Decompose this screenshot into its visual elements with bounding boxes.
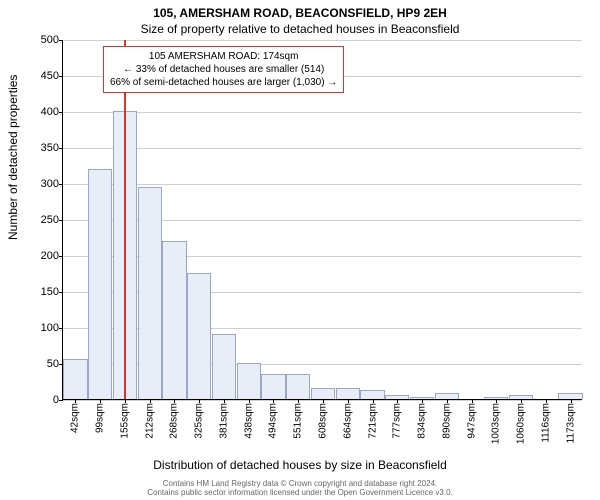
ytick-label: 250 [41, 214, 59, 226]
ytick-mark [59, 112, 63, 113]
ytick-label: 0 [53, 394, 59, 406]
bar [212, 334, 236, 399]
ytick-mark [59, 400, 63, 401]
bar [88, 169, 112, 399]
xtick-label: 664sqm [342, 403, 353, 439]
bar [138, 187, 162, 399]
ytick-label: 200 [41, 250, 59, 262]
bar [187, 273, 211, 399]
ytick-label: 100 [41, 322, 59, 334]
ytick-label: 50 [47, 358, 59, 370]
xtick-label: 1003sqm [491, 403, 502, 444]
ytick-label: 450 [41, 70, 59, 82]
bar [63, 359, 87, 399]
bar [286, 374, 310, 399]
ytick-mark [59, 328, 63, 329]
ytick-label: 400 [41, 106, 59, 118]
bar [311, 388, 335, 399]
bar [261, 374, 285, 399]
gridline [63, 184, 582, 185]
annotation-box: 105 AMERSHAM ROAD: 174sqm ← 33% of detac… [103, 46, 344, 93]
chart-container: 105, AMERSHAM ROAD, BEACONSFIELD, HP9 2E… [0, 0, 600, 500]
xtick-label: 834sqm [417, 403, 428, 439]
xtick-label: 438sqm [243, 403, 254, 439]
ytick-label: 150 [41, 286, 59, 298]
xtick-label: 551sqm [293, 403, 304, 439]
bar [237, 363, 261, 399]
marker-line [124, 40, 126, 399]
ytick-mark [59, 292, 63, 293]
xtick-label: 890sqm [441, 403, 452, 439]
x-axis-label: Distribution of detached houses by size … [0, 458, 600, 472]
chart-title-desc: Size of property relative to detached ho… [0, 22, 600, 36]
xtick-label: 1173sqm [565, 403, 576, 443]
annotation-line1: 105 AMERSHAM ROAD: 174sqm [110, 50, 337, 63]
ytick-mark [59, 220, 63, 221]
ytick-label: 300 [41, 178, 59, 190]
bar [360, 390, 384, 399]
annotation-line2: ← 33% of detached houses are smaller (51… [110, 63, 337, 76]
footer-line2: Contains public sector information licen… [0, 488, 600, 498]
xtick-label: 777sqm [392, 403, 403, 439]
xtick-label: 212sqm [144, 403, 155, 439]
footer-credits: Contains HM Land Registry data © Crown c… [0, 479, 600, 498]
plot-area: 05010015020025030035040045050042sqm99sqm… [62, 40, 582, 400]
xtick-label: 42sqm [70, 403, 81, 433]
ytick-mark [59, 40, 63, 41]
xtick-label: 1116sqm [540, 403, 551, 443]
ytick-mark [59, 184, 63, 185]
plot-inner: 05010015020025030035040045050042sqm99sqm… [62, 40, 582, 400]
gridline [63, 112, 582, 113]
chart-title-address: 105, AMERSHAM ROAD, BEACONSFIELD, HP9 2E… [0, 6, 600, 20]
xtick-label: 325sqm [194, 403, 205, 439]
xtick-label: 381sqm [218, 403, 229, 439]
xtick-label: 1060sqm [516, 403, 527, 444]
xtick-label: 947sqm [466, 403, 477, 439]
ytick-mark [59, 256, 63, 257]
footer-line1: Contains HM Land Registry data © Crown c… [0, 479, 600, 489]
bar [336, 388, 360, 399]
xtick-label: 99sqm [95, 403, 106, 433]
ytick-mark [59, 76, 63, 77]
xtick-label: 608sqm [318, 403, 329, 439]
ytick-label: 350 [41, 142, 59, 154]
y-axis-label: Number of detached properties [6, 75, 20, 240]
xtick-label: 494sqm [268, 403, 279, 439]
ytick-label: 500 [41, 34, 59, 46]
ytick-mark [59, 148, 63, 149]
xtick-label: 155sqm [119, 403, 130, 439]
bar [162, 241, 186, 399]
xtick-label: 721sqm [367, 403, 378, 439]
gridline [63, 148, 582, 149]
gridline [63, 40, 582, 41]
xtick-label: 268sqm [169, 403, 180, 439]
annotation-line3: 66% of semi-detached houses are larger (… [110, 76, 337, 89]
